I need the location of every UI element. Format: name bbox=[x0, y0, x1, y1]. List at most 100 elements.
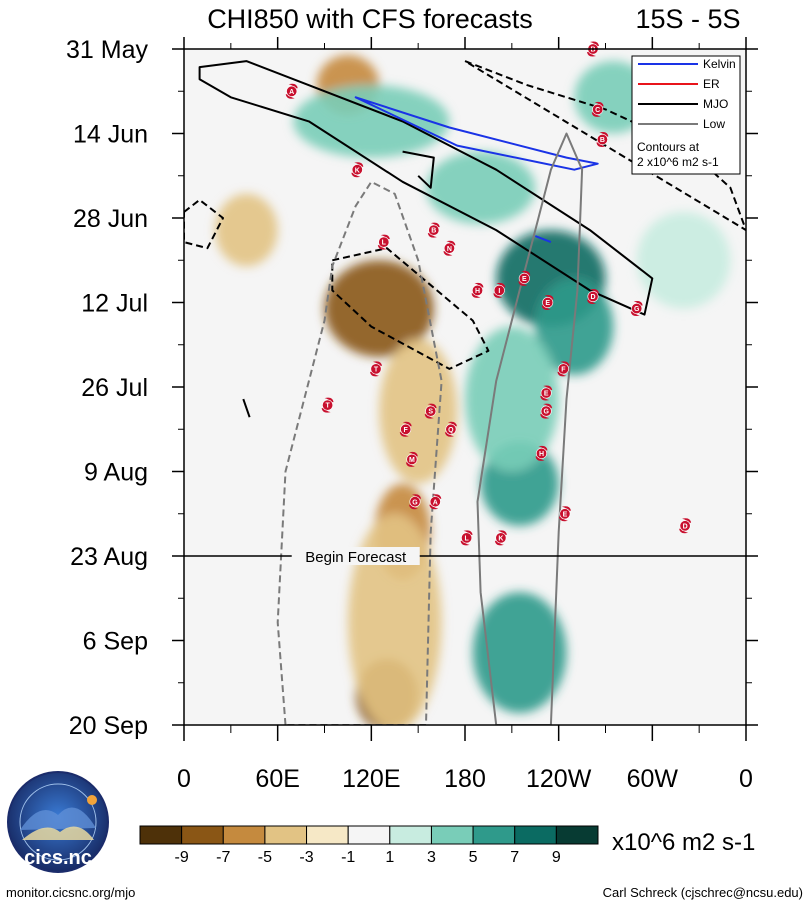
legend-entry-low: Low bbox=[638, 117, 725, 131]
storm-marker-7: N bbox=[443, 240, 456, 256]
storm-marker-27: D bbox=[679, 518, 692, 534]
y-tick-label: 28 Jun bbox=[73, 205, 148, 233]
legend-label: MJO bbox=[703, 97, 728, 111]
axes: 31 May 14 Jun 28 Jun 12 Jul 26 Jul 9 Aug 23 Au… bbox=[66, 36, 758, 793]
colorbar-swatch-7 bbox=[430, 825, 474, 845]
colorbar-unit: x10^6 m2 s-1 bbox=[612, 829, 755, 856]
storm-letter: G bbox=[634, 306, 640, 313]
x-tick-label: 180 bbox=[444, 765, 486, 793]
legend-entry-mjo: MJO bbox=[638, 97, 728, 111]
storm-letter: C bbox=[595, 107, 600, 114]
storm-letter: F bbox=[404, 427, 409, 434]
storm-letter: N bbox=[447, 246, 452, 253]
storm-letter: L bbox=[464, 536, 469, 543]
anomaly-blob-10 bbox=[472, 592, 567, 713]
storm-letter: K bbox=[498, 536, 503, 543]
colorbar-label: 7 bbox=[510, 849, 519, 866]
storm-marker-21: Q bbox=[444, 421, 457, 437]
x-tick-label: 0 bbox=[177, 765, 191, 793]
storm-letter: D bbox=[683, 523, 688, 530]
cics-logo: cics.nc bbox=[7, 771, 109, 873]
storm-letter: A bbox=[289, 89, 294, 96]
storm-letter: H bbox=[539, 451, 544, 458]
colorbar-swatch-0 bbox=[139, 825, 183, 845]
anomaly-blob-6 bbox=[215, 193, 278, 267]
storm-marker-18: G bbox=[540, 403, 553, 419]
kelvin-contour-1 bbox=[534, 235, 552, 244]
legend-label: Kelvin bbox=[703, 57, 736, 71]
y-tick-label: 12 Jul bbox=[81, 290, 148, 318]
anomaly-blob-15 bbox=[636, 211, 731, 309]
storm-letter: I bbox=[498, 288, 500, 295]
begin-forecast-line: Begin Forecast bbox=[184, 547, 746, 566]
low-contour-1 bbox=[476, 132, 584, 725]
anomaly-blob-4 bbox=[347, 513, 442, 725]
colorbar-label: -5 bbox=[258, 849, 272, 866]
anomaly-field bbox=[215, 55, 731, 725]
x-tick-label: 120W bbox=[526, 765, 592, 793]
storm-marker-22: H bbox=[535, 445, 548, 461]
storm-letter: S bbox=[428, 409, 433, 416]
storm-letter: E bbox=[545, 300, 550, 307]
storm-letter: B bbox=[431, 228, 436, 235]
logo-text: cics.nc bbox=[24, 847, 92, 869]
chart-region: 15S - 5S bbox=[635, 4, 740, 34]
storm-letter: A bbox=[433, 499, 438, 506]
mjo-contour-4 bbox=[184, 198, 224, 250]
mjo-contour-0 bbox=[198, 60, 654, 316]
storm-marker-15: F bbox=[557, 361, 570, 377]
footer-url: monitor.cicsnc.org/mjo bbox=[6, 885, 135, 900]
storm-marker-3: B bbox=[596, 132, 609, 147]
y-tick-label: 9 Aug bbox=[84, 459, 148, 487]
mjo-contour-1 bbox=[402, 150, 435, 189]
x-tick-label: 0 bbox=[739, 765, 753, 793]
anomaly-blob-12 bbox=[293, 85, 450, 158]
storm-marker-1: A bbox=[285, 83, 298, 99]
storm-letter: Q bbox=[448, 427, 454, 434]
colorbar-label: -7 bbox=[216, 849, 230, 866]
colorbar-swatch-4 bbox=[306, 825, 349, 845]
storm-letter: E bbox=[563, 511, 568, 518]
storm-marker-2: C bbox=[591, 101, 604, 117]
storm-marker-5: B bbox=[427, 222, 440, 238]
storm-letter: G bbox=[412, 499, 418, 506]
storm-marker-4: K bbox=[351, 162, 364, 178]
colorbar-swatch-6 bbox=[389, 825, 432, 845]
begin-forecast-label: Begin Forecast bbox=[305, 549, 407, 566]
storm-letter: B bbox=[590, 47, 595, 54]
y-tick-label: 14 Jun bbox=[73, 121, 148, 149]
y-tick-label: 26 Jul bbox=[81, 374, 148, 402]
storm-letter: E bbox=[544, 391, 549, 398]
storm-marker-9: H bbox=[471, 282, 484, 298]
colorbar-swatch-2 bbox=[222, 825, 266, 845]
storm-marker-20: F bbox=[399, 421, 412, 437]
y-tick-label: 23 Aug bbox=[70, 543, 148, 571]
anomaly-blob-0 bbox=[324, 260, 434, 357]
colorbar-label: 3 bbox=[427, 849, 436, 866]
storm-marker-24: G bbox=[409, 494, 421, 510]
storm-letter: L bbox=[382, 240, 387, 247]
y-tick-label: 31 May bbox=[66, 36, 148, 64]
storm-letter: G bbox=[543, 409, 549, 416]
colorbar: -9 -7 -5 -3 -1 1 3 5 7 9 bbox=[139, 825, 599, 866]
colorbar-swatch-1 bbox=[181, 825, 224, 845]
colorbar-swatch-9 bbox=[514, 825, 557, 845]
colorbar-label: 1 bbox=[385, 849, 394, 866]
storm-marker-28: L bbox=[460, 530, 473, 546]
storm-marker-19: S bbox=[424, 403, 437, 419]
storm-letter: B bbox=[600, 137, 605, 144]
anomaly-blob-11 bbox=[425, 151, 536, 225]
storm-letter: F bbox=[561, 367, 566, 374]
storm-marker-10: I bbox=[493, 282, 506, 298]
storm-marker-16: T bbox=[321, 397, 334, 413]
colorbar-swatch-3 bbox=[264, 825, 308, 845]
storm-marker-17: E bbox=[540, 385, 553, 401]
storm-marker-25: A bbox=[429, 494, 442, 510]
storm-markers: B A C B K B L N E H I D E G T F T E G S F Q H M G A E D L K bbox=[285, 41, 692, 546]
anomaly-blob-5 bbox=[379, 338, 458, 484]
colorbar-swatch-10 bbox=[555, 825, 599, 845]
storm-marker-12: E bbox=[541, 295, 554, 310]
colorbar-label: -1 bbox=[341, 849, 355, 866]
legend-entry-kelvin: Kelvin bbox=[638, 57, 736, 71]
